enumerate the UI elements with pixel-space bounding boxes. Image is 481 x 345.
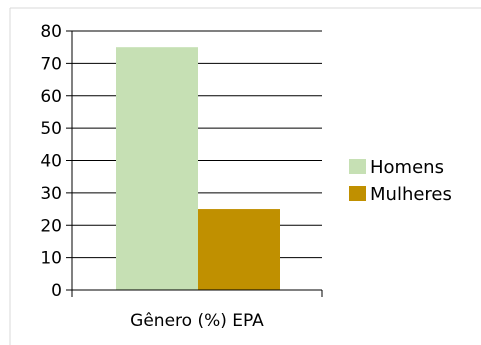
legend-label-homens: Homens <box>370 157 444 178</box>
y-tick-label-60: 60 <box>40 87 62 107</box>
axes <box>71 31 323 297</box>
y-tick-label-80: 80 <box>40 22 62 42</box>
legend-swatch-mulheres <box>349 186 366 201</box>
y-tick-label-20: 20 <box>40 216 62 236</box>
y-tick-label-50: 50 <box>40 119 62 139</box>
bars <box>116 47 280 290</box>
y-tick-label-70: 70 <box>40 54 62 74</box>
legend-swatch-homens <box>349 159 366 174</box>
y-tick-labels: 0 10 20 30 40 50 60 70 80 <box>40 22 62 301</box>
legend: Homens Mulheres <box>349 157 452 205</box>
y-tick-label-40: 40 <box>40 152 62 172</box>
bar-homens <box>116 47 198 290</box>
bar-mulheres <box>198 209 280 290</box>
x-category-label: Gênero (%) EPA <box>130 311 264 331</box>
legend-label-mulheres: Mulheres <box>370 184 452 205</box>
y-tick-label-0: 0 <box>51 281 62 301</box>
y-tick-label-10: 10 <box>40 249 62 269</box>
y-tick-label-30: 30 <box>40 184 62 204</box>
